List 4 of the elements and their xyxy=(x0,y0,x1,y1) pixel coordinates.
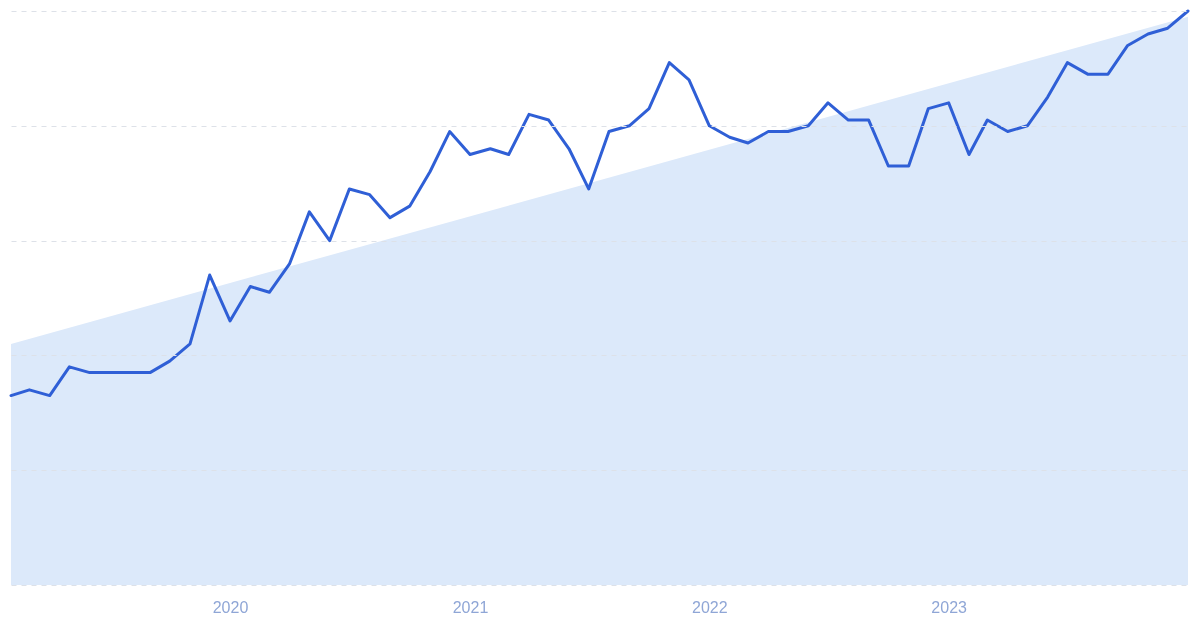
x-tick-label: 2023 xyxy=(931,598,968,616)
x-tick-label: 2020 xyxy=(212,598,249,616)
x-tick-label: 2021 xyxy=(452,598,489,616)
x-tick-label: 2022 xyxy=(692,598,728,616)
